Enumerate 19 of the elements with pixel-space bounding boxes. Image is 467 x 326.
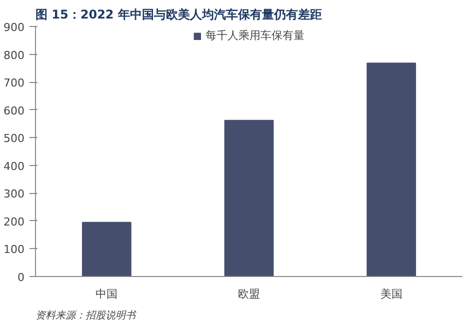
bar (82, 222, 132, 276)
y-tick-label: 300 (4, 188, 25, 201)
y-tick-label: 200 (4, 215, 25, 228)
bar (224, 120, 274, 276)
text: 资料来源：招股说明书 (36, 310, 136, 322)
y-tick-label: 900 (4, 21, 25, 34)
y-tick-label: 100 (4, 243, 25, 256)
x-tick-label: 欧盟 (238, 288, 260, 300)
x-tick-label: 美国 (380, 288, 402, 300)
bar (366, 62, 416, 276)
y-tick-label: 0 (18, 271, 24, 284)
x-tick-label: 中国 (96, 288, 118, 300)
chart-title: 图 15：2022 年中国与欧美人均汽车保有量仍有差距 (36, 8, 322, 22)
y-tick-label: 600 (4, 104, 25, 118)
y-tick-label: 400 (4, 160, 25, 173)
legend-label: 每千人乘用车保有量 (206, 28, 304, 43)
y-tick-label: 700 (4, 76, 25, 90)
y-tick-label: 500 (4, 132, 25, 146)
y-tick-label: 800 (4, 48, 25, 62)
